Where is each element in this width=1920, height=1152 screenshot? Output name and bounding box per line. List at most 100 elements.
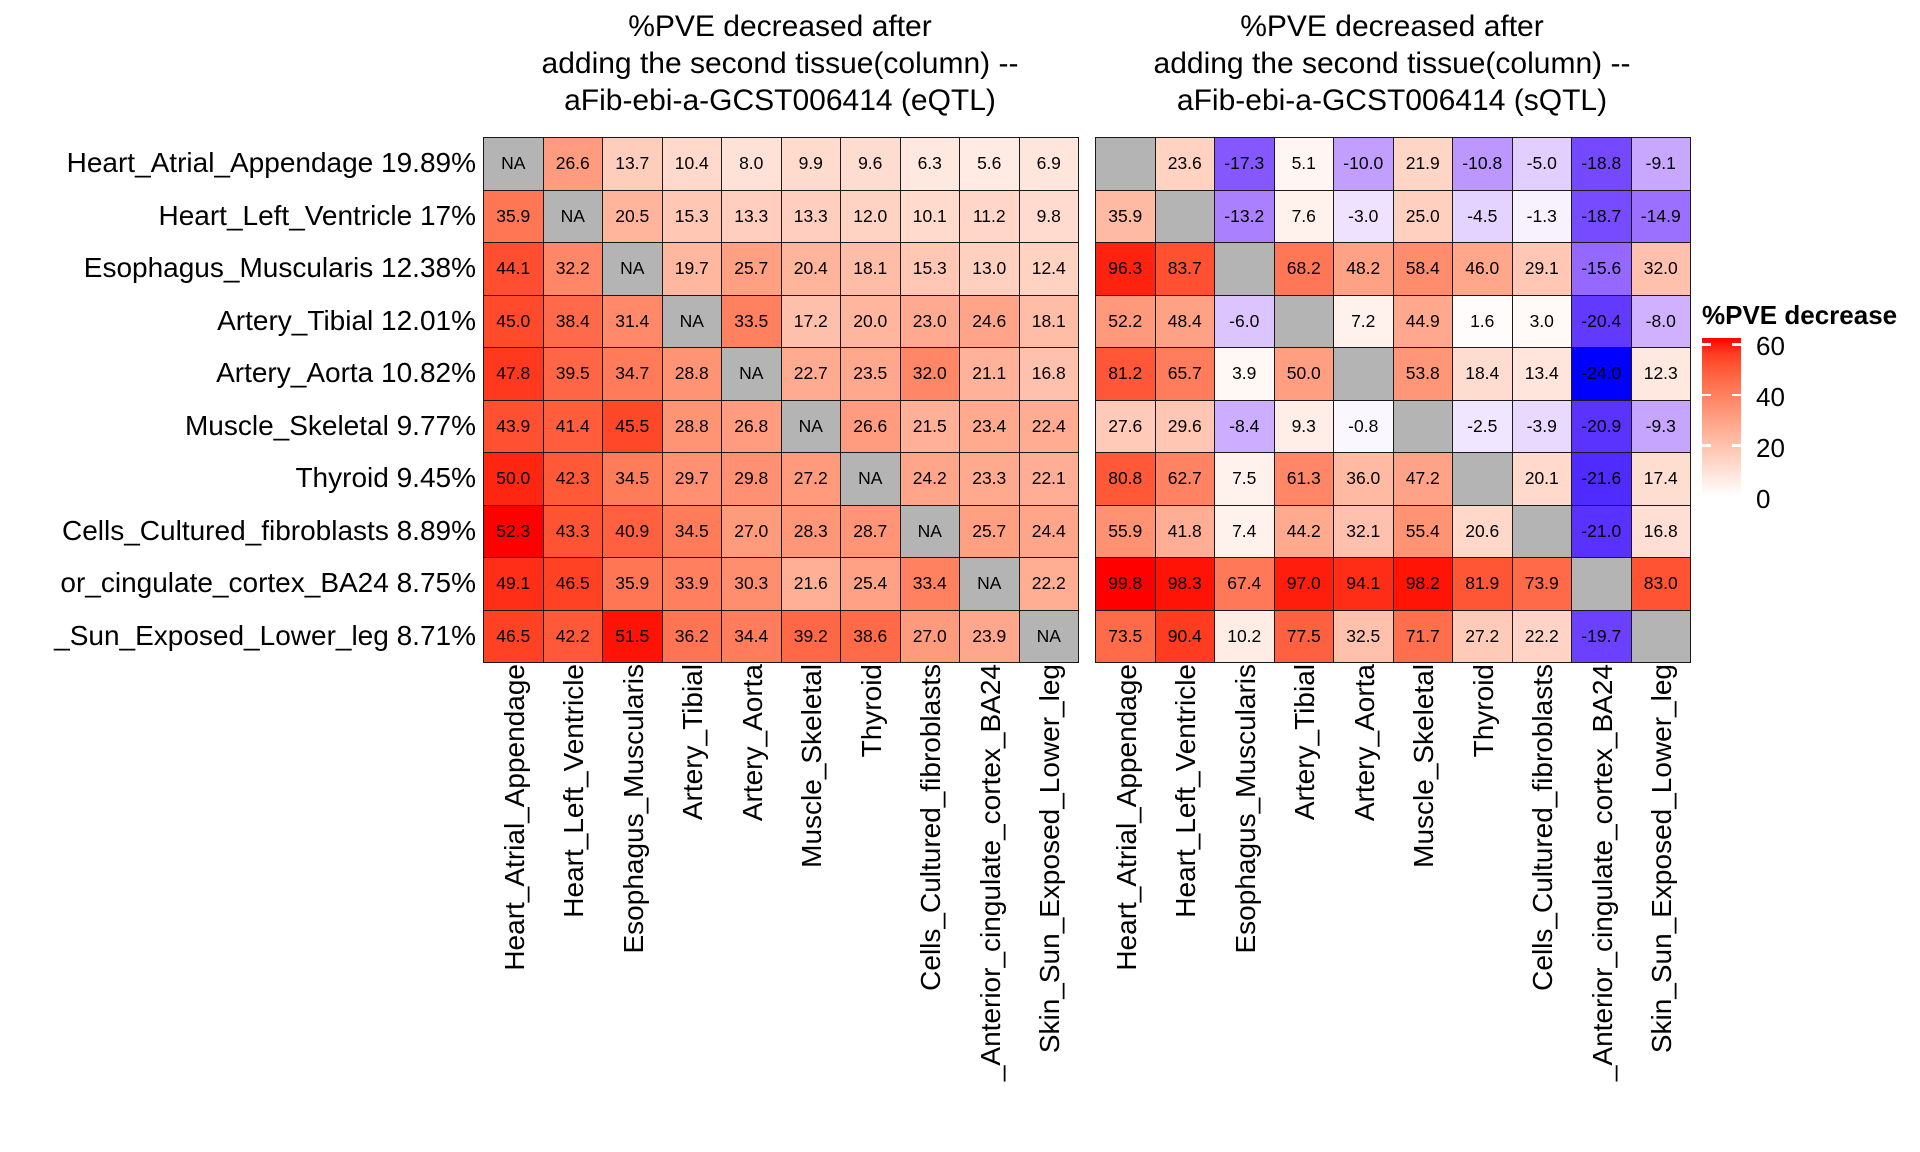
column-label: Artery_Aorta (1348, 664, 1380, 822)
column-label-slot: Muscle_Skeletal (1393, 664, 1453, 1152)
heatmap-cell: 73.5 (1096, 610, 1156, 663)
column-label: Muscle_Skeletal (1408, 664, 1440, 868)
legend-tick-0: 0 (1756, 484, 1771, 514)
heatmap-cell: 90.4 (1155, 610, 1215, 663)
heatmap-cell: 5.6 (960, 138, 1020, 191)
heatmap-cell: 34.5 (603, 453, 663, 506)
column-label: Artery_Tibial (677, 664, 709, 821)
heatmap-cell: 46.5 (484, 610, 544, 663)
heatmap-cell: 25.7 (960, 505, 1020, 558)
heatmap-cell: 27.2 (1453, 610, 1513, 663)
heatmap-cell: 43.9 (484, 400, 544, 453)
heatmap-cell: 68.2 (1274, 243, 1334, 296)
heatmap-cell: 55.9 (1096, 505, 1156, 558)
heatmap-cell: 17.2 (781, 295, 841, 348)
heatmap-cell: -10.8 (1453, 138, 1513, 191)
column-label-slot: Skin_Sun_Exposed_Lower_leg (1019, 664, 1079, 1152)
heatmap-cell: 20.4 (781, 243, 841, 296)
na-cell: NA (603, 243, 663, 296)
heatmap-cell: 20.5 (603, 190, 663, 243)
heatmap-cell: 22.7 (781, 348, 841, 401)
heatmap-cell: 50.0 (1274, 348, 1334, 401)
heatmap-cell: 28.3 (781, 505, 841, 558)
heatmap-cell: 47.2 (1393, 453, 1453, 506)
heatmap-cell: 31.4 (603, 295, 663, 348)
heatmap-cell: 26.8 (722, 400, 782, 453)
heatmap-cell: 40.9 (603, 505, 663, 558)
heatmap-cell: 29.7 (662, 453, 722, 506)
heatmap-cell: 20.6 (1453, 505, 1513, 558)
heatmap-cell: 28.7 (841, 505, 901, 558)
heatmap-cell: 27.0 (900, 610, 960, 663)
heatmap-cell: 80.8 (1096, 453, 1156, 506)
heatmap-cell: 6.3 (900, 138, 960, 191)
heatmap-cell: 98.3 (1155, 558, 1215, 611)
heatmap-cell: 33.4 (900, 558, 960, 611)
heatmap-cell: 21.1 (960, 348, 1020, 401)
heatmap-cell: -3.0 (1334, 190, 1394, 243)
legend-colorbar (1702, 338, 1741, 496)
heatmap-cell: 35.9 (603, 558, 663, 611)
heatmap-cell: 45.0 (484, 295, 544, 348)
heatmap-cell: 45.5 (603, 400, 663, 453)
heatmap-cell: -21.0 (1572, 505, 1632, 558)
heatmap-cell: 6.9 (1019, 138, 1079, 191)
heatmap-cell: 24.6 (960, 295, 1020, 348)
na-cell (1572, 558, 1632, 611)
legend-title: %PVE decrease (1702, 300, 1898, 330)
heatmap-cell: 23.3 (960, 453, 1020, 506)
heatmap-cell: 15.3 (662, 190, 722, 243)
heatmap-cell: 12.3 (1631, 348, 1691, 401)
right-title-line2: adding the second tissue(column) -- (1153, 47, 1631, 80)
heatmap-cell: 22.2 (1019, 558, 1079, 611)
column-label: Artery_Aorta (736, 664, 768, 822)
heatmap-cell: 44.1 (484, 243, 544, 296)
heatmap-cell: 7.6 (1274, 190, 1334, 243)
heatmap-cell: 23.4 (960, 400, 1020, 453)
heatmap-cell: 35.9 (484, 190, 544, 243)
left-title-line3: aFib-ebi-a-GCST006414 (eQTL) (564, 84, 996, 117)
heatmap-cell: -15.6 (1572, 243, 1632, 296)
column-label-slot: Cells_Cultured_fibroblasts (1512, 664, 1572, 1152)
na-cell: NA (484, 138, 544, 191)
heatmap-cell: -6.0 (1215, 295, 1275, 348)
heatmap-cell: -21.6 (1572, 453, 1632, 506)
heatmap-cell: 61.3 (1274, 453, 1334, 506)
heatmap-cell: 73.9 (1512, 558, 1572, 611)
column-label: _Anterior_cingulate_cortex_BA24 (1586, 664, 1618, 1082)
heatmap-cell: -0.8 (1334, 400, 1394, 453)
heatmap-cell: 99.8 (1096, 558, 1156, 611)
heatmap-cell: 32.0 (1631, 243, 1691, 296)
heatmap-cell: 21.6 (781, 558, 841, 611)
heatmap-cell: 21.9 (1393, 138, 1453, 191)
heatmap-cell: 25.7 (722, 243, 782, 296)
heatmap-cell: 32.5 (1334, 610, 1394, 663)
heatmap-cell: 15.3 (900, 243, 960, 296)
heatmap-cell: 81.2 (1096, 348, 1156, 401)
na-cell (1274, 295, 1334, 348)
column-label: Thyroid (855, 664, 887, 758)
row-label: _Sun_Exposed_Lower_leg 8.71% (54, 619, 476, 651)
heatmap-cell: 27.6 (1096, 400, 1156, 453)
heatmap-cell: -9.3 (1631, 400, 1691, 453)
na-cell (1155, 190, 1215, 243)
heatmap-cell: 49.1 (484, 558, 544, 611)
heatmap-cell: 11.2 (960, 190, 1020, 243)
na-cell (1215, 243, 1275, 296)
heatmap-cell: 51.5 (603, 610, 663, 663)
na-cell: NA (960, 558, 1020, 611)
left-heatmap-title: %PVE decreased after adding the second t… (430, 8, 1130, 119)
heatmap-cell: 7.5 (1215, 453, 1275, 506)
left-title-line2: adding the second tissue(column) -- (541, 47, 1019, 80)
row-label: Thyroid 9.45% (295, 462, 476, 494)
heatmap-cell: 44.9 (1393, 295, 1453, 348)
heatmap-cell: 81.9 (1453, 558, 1513, 611)
heatmap-cell: 71.7 (1393, 610, 1453, 663)
na-cell: NA (781, 400, 841, 453)
row-label: Artery_Aorta 10.82% (216, 357, 476, 389)
heatmap-cell: -18.7 (1572, 190, 1632, 243)
column-label-slot: Heart_Atrial_Appendage (1095, 664, 1155, 1152)
legend-tick-40: 40 (1756, 382, 1785, 412)
column-label-slot: Heart_Atrial_Appendage (483, 664, 543, 1152)
heatmap-cell: 96.3 (1096, 243, 1156, 296)
